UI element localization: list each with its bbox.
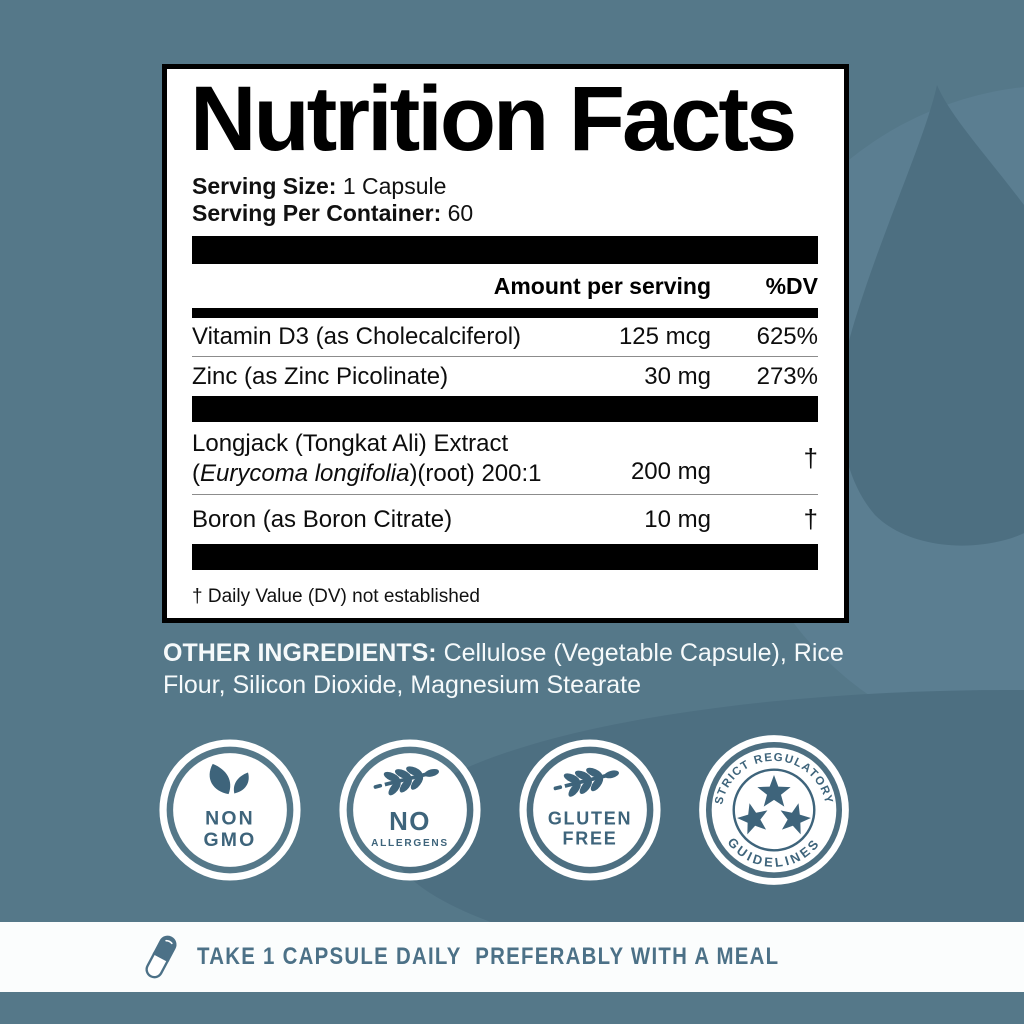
badge-outer-ring (699, 735, 849, 885)
other-ingredients-label: OTHER INGREDIENTS: (163, 639, 437, 667)
nutrient-row-vitamin-d3: Vitamin D3 (as Cholecalciferol) 125 mcg … (192, 318, 818, 357)
serving-size-value: 1 Capsule (336, 173, 447, 199)
serving-size-label: Serving Size: (192, 173, 337, 199)
nutrient-name: Vitamin D3 (as Cholecalciferol) (192, 323, 522, 350)
other-ingredients-text: Cellulose (Vegetable Capsule), Rice Flou… (163, 639, 844, 699)
nutrition-facts-panel: Nutrition Facts Serving Size: 1 Capsule … (162, 64, 849, 623)
badge-text-line1: NON (205, 807, 255, 829)
badge-disc (173, 753, 287, 867)
nutrient-dv: 273% (756, 362, 818, 390)
column-header-row: Amount per serving %DV (192, 264, 818, 308)
nutrient-dv: † (803, 442, 818, 473)
separator-bar-thin (192, 308, 818, 318)
wheat-icon (373, 766, 439, 796)
leaf-icon (209, 763, 249, 795)
separator-bar-thick (192, 544, 818, 570)
badge-text-line2: GMO (204, 829, 257, 851)
servings-per-container-value: 60 (441, 200, 474, 226)
nutrient-amount: 200 mg (630, 458, 711, 485)
usage-text: TAKE 1 CAPSULE DAILY PREFERABLY WITH A M… (197, 943, 780, 970)
serving-size-line: Serving Size: 1 Capsule (192, 173, 818, 200)
badge-outer-ring (159, 739, 301, 881)
nutrient-name: Boron (as Boron Citrate) (192, 505, 453, 533)
usage-strip: TAKE 1 CAPSULE DAILY PREFERABLY WITH A M… (0, 922, 1024, 992)
dv-footnote: † Daily Value (DV) not established (192, 586, 480, 607)
percent-dv-header: %DV (765, 272, 818, 299)
nutrient-row-zinc: Zinc (as Zinc Picolinate) 30 mg 273% (192, 357, 818, 396)
separator-bar-thick (192, 396, 818, 422)
badge-outer-ring (339, 739, 481, 881)
nutrient-name: Longjack (Tongkat Ali) Extract (Eurycoma… (192, 429, 571, 494)
wheat-icon (553, 767, 619, 797)
separator-bar-thick (192, 236, 818, 264)
badge-non-gmo: NON GMO (159, 739, 301, 881)
badge-no-allergens: NO ALLERGENS (339, 739, 481, 881)
nutrient-dv: † (803, 504, 818, 534)
nutrient-name-line2-post: )(root) 200:1 (409, 460, 542, 487)
nutrient-amount: 10 mg (644, 505, 711, 533)
amount-per-serving-header: Amount per serving (493, 272, 711, 299)
badge-text-line2: ALLERGENS (371, 838, 449, 849)
nutrient-name-line1: Longjack (Tongkat Ali) Extract (192, 430, 509, 457)
nutrition-facts-title: Nutrition Facts (190, 68, 797, 170)
servings-per-container-label: Serving Per Container: (192, 200, 442, 226)
other-ingredients: OTHER INGREDIENTS: Cellulose (Vegetable … (163, 637, 869, 701)
badge-gluten-free: GLUTEN FREE (519, 739, 661, 881)
badge-row: NON GMO NO ALLERGENS (158, 735, 850, 886)
nutrient-row-longjack: Longjack (Tongkat Ali) Extract (Eurycoma… (192, 422, 818, 495)
nutrient-amount: 30 mg (644, 362, 711, 390)
nutrient-name-line2-italic: Eurycoma longifolia (200, 460, 410, 487)
badge-text-line1: NO (389, 808, 431, 836)
nutrient-name: Zinc (as Zinc Picolinate) (192, 362, 449, 390)
nutrient-amount: 125 mcg (618, 323, 711, 350)
nutrient-name-line2-pre: ( (192, 460, 200, 487)
water-drop-shape (840, 85, 1024, 546)
badge-disc (533, 753, 647, 867)
servings-per-container-line: Serving Per Container: 60 (192, 200, 818, 227)
badge-inner-ring (732, 768, 816, 852)
badge-text-line2: FREE (563, 829, 618, 849)
nutrient-dv: 625% (756, 323, 818, 350)
badge-text-line1: GLUTEN (548, 808, 632, 828)
nutrient-row-boron: Boron (as Boron Citrate) 10 mg † (192, 495, 818, 544)
badge-disc (353, 753, 467, 867)
badge-outer-ring (519, 739, 661, 881)
badge-strict-regulatory-guidelines: STRICT REGULATORY GUIDELINES (699, 735, 849, 885)
capsule-icon (145, 935, 177, 979)
